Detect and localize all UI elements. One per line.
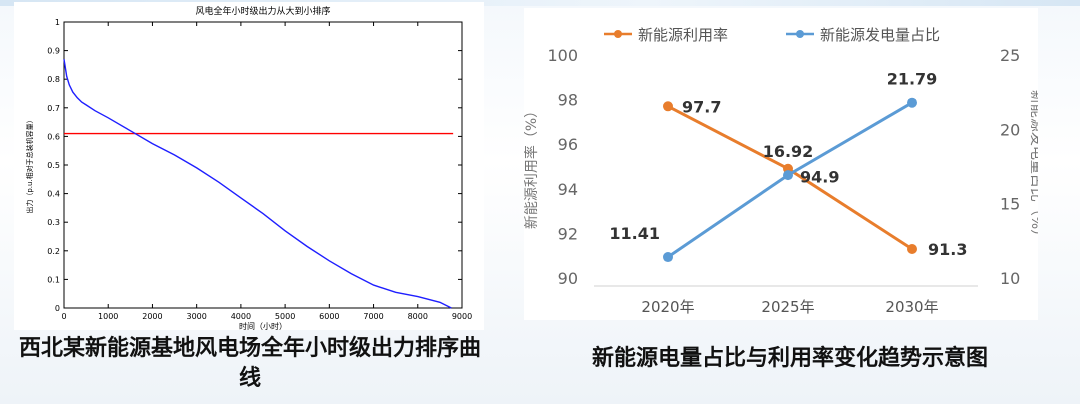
x-tick-label: 9000 (452, 312, 472, 321)
data-label-share: 16.92 (763, 142, 814, 161)
y-right-axis-label: 新能源发电量占比（%） (1028, 90, 1038, 243)
y-tick-label: 0.2 (47, 247, 60, 256)
x-tick-label: 2000 (142, 312, 162, 321)
y-left-tick-label: 90 (558, 269, 578, 288)
left-chart-panel: 风电全年小时级出力从大到小排序 0 1000 2000 3000 4000 5000 6000… (14, 2, 484, 331)
data-label-utilization: 94.9 (800, 168, 839, 187)
data-label-share: 11.41 (609, 224, 660, 243)
x-tick-label: 8000 (408, 312, 428, 321)
x-tick-label: 4000 (231, 312, 251, 321)
x-tick-label: 6000 (319, 312, 339, 321)
x-tick-label: 2030年 (885, 298, 938, 316)
legend-label: 新能源发电量占比 (820, 26, 940, 44)
load-duration-chart: 风电全年小时级出力从大到小排序 0 1000 2000 3000 4000 5000 6000… (25, 5, 472, 331)
duration-curve (63, 59, 452, 309)
right-caption: 新能源电量占比与利用率变化趋势示意图 (591, 346, 988, 371)
x-tick-label: 2025年 (761, 298, 814, 316)
data-point-right (907, 97, 917, 108)
y-tick-label: 0.3 (47, 218, 60, 227)
plot-frame (63, 21, 463, 309)
legend-marker (796, 30, 804, 38)
y-tick-label: 0 (55, 304, 60, 313)
x-tick-label: 0 (61, 312, 66, 321)
y-axis-label: 出力（p.u.相对于总装机容量） (25, 116, 34, 213)
y-tick-label: 0.7 (47, 104, 60, 113)
trend-chart: 新能源利用率 新能源发电量占比 90 92 94 96 98 100 10 15 20 25 新能源利用… (523, 26, 1044, 316)
x-tick-label: 3000 (186, 312, 206, 321)
x-tick-label: 5000 (275, 312, 295, 321)
y-tick-label: 0.9 (47, 47, 60, 56)
x-tick-label: 7000 (363, 312, 383, 321)
y-tick-label: 0.8 (47, 75, 60, 84)
y-left-tick-label: 92 (558, 224, 578, 243)
data-point-right (783, 170, 793, 181)
data-label-utilization: 97.7 (682, 97, 721, 116)
x-tick-label: 2020年 (641, 298, 694, 316)
top-decoration-band (0, 0, 1080, 6)
y-right-tick-label: 15 (1000, 195, 1020, 214)
y-left-tick-label: 96 (558, 135, 578, 154)
y-left-tick-label: 100 (547, 46, 578, 65)
x-axis-label: 时间（小时） (239, 321, 287, 330)
y-right-tick-label: 25 (1000, 46, 1020, 65)
right-chart-panel: 新能源利用率 新能源发电量占比 90 92 94 96 98 100 10 15 20 25 新能源利用… (523, 8, 1044, 320)
y-left-axis-label: 新能源利用率（%） (524, 104, 540, 229)
x-tick-label: 1000 (98, 312, 118, 321)
y-tick-label: 0.1 (47, 275, 60, 284)
left-caption: 西北某新能源基地风电场全年小时级出力排序曲线 (18, 336, 481, 391)
y-right-tick-label: 20 (1000, 120, 1020, 139)
y-right-tick-label: 10 (1000, 269, 1020, 288)
chart-title: 风电全年小时级出力从大到小排序 (195, 5, 330, 17)
data-label-share: 21.79 (887, 70, 938, 89)
y-tick-label: 1 (55, 18, 60, 27)
legend-marker (614, 30, 622, 38)
legend-label: 新能源利用率 (638, 26, 728, 44)
y-left-tick-label: 94 (558, 180, 578, 199)
data-point-left (663, 101, 673, 112)
data-point-left (907, 244, 917, 255)
data-label-utilization: 91.3 (928, 240, 967, 259)
y-tick-label: 0.6 (47, 132, 60, 141)
y-left-tick-label: 98 (558, 91, 578, 110)
y-tick-label: 0.4 (47, 190, 60, 199)
y-tick-label: 0.5 (47, 161, 60, 170)
data-point-right (663, 252, 673, 263)
